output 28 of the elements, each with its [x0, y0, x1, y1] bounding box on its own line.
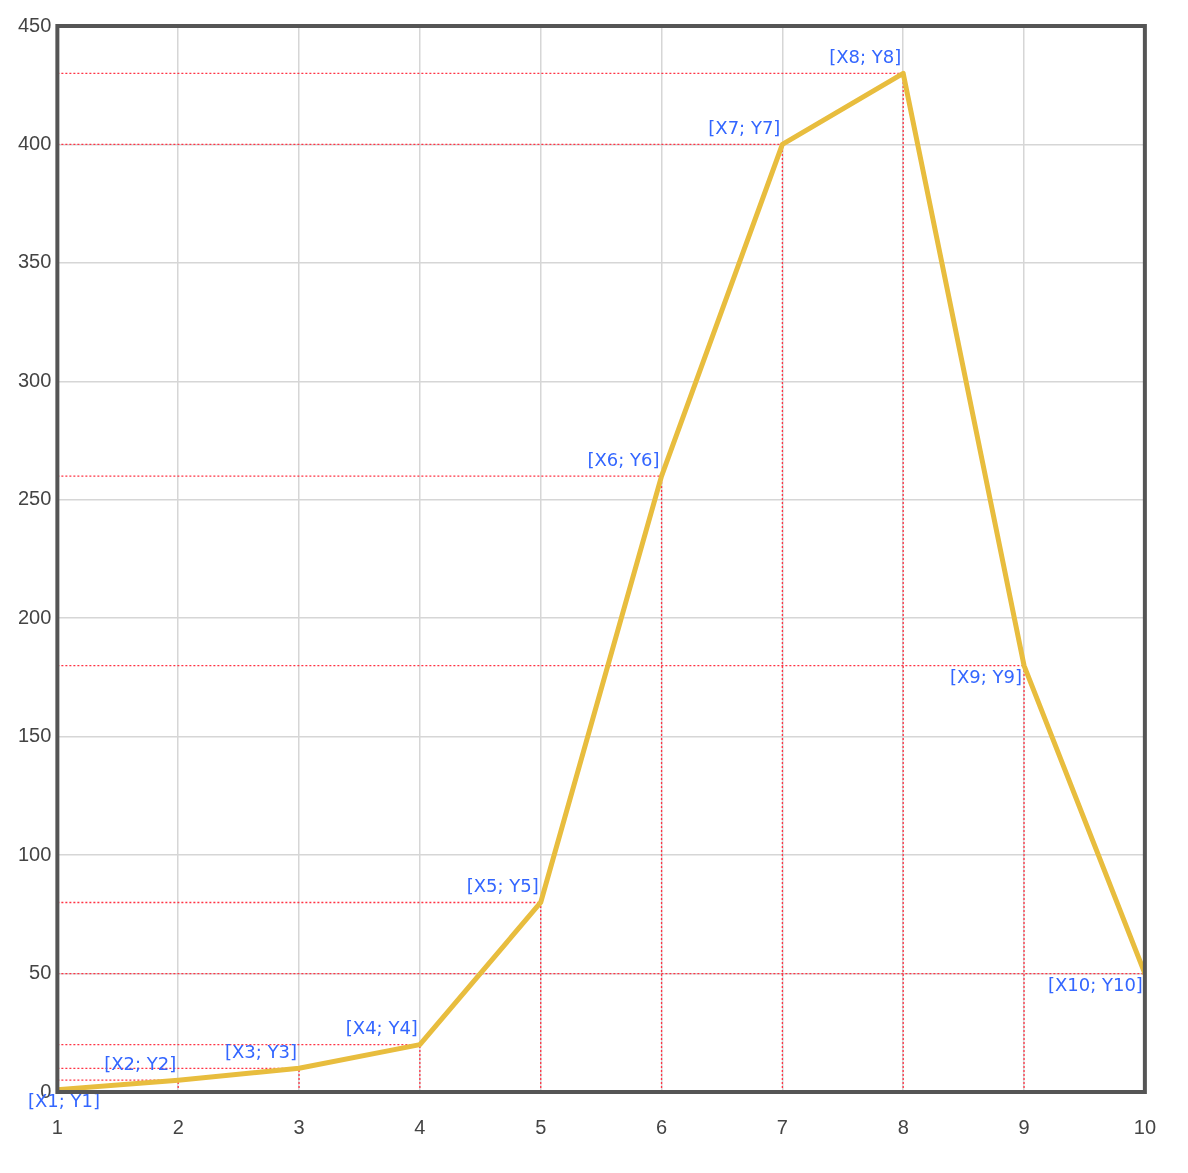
x-tick-label: 6: [655, 1115, 668, 1138]
y-tick-label: 250: [17, 487, 52, 510]
y-tick-label: 150: [17, 724, 52, 747]
x-tick-label: 3: [293, 1115, 305, 1138]
annotation: [X6; Y6]: [587, 448, 660, 470]
annotation: [X5; Y5]: [466, 875, 539, 897]
y-tick-label: 100: [17, 842, 52, 865]
annotation: [X9; Y9]: [949, 666, 1023, 688]
y-tick-label: 450: [17, 13, 52, 36]
y-tick-label: 200: [17, 605, 52, 628]
x-tick-label: 7: [776, 1115, 788, 1138]
y-tick-label: 50: [29, 961, 52, 984]
annotation: [X3; Y3]: [224, 1040, 298, 1062]
x-tick-label: 10: [1133, 1115, 1156, 1138]
y-tick-label: 400: [17, 131, 52, 154]
y-tick-label: 350: [17, 250, 52, 273]
annotation: [X10; Y10]: [1047, 974, 1143, 996]
x-tick-label: 9: [1018, 1115, 1030, 1138]
x-tick-label: 5: [535, 1115, 547, 1138]
x-tick-label: 1: [51, 1115, 63, 1138]
x-tick-label: 4: [414, 1115, 426, 1138]
annotation: [X2; Y2]: [104, 1052, 177, 1074]
annotation: [X4; Y4]: [345, 1017, 418, 1039]
x-tick-label: 2: [172, 1115, 184, 1138]
x-tick-label: 8: [897, 1115, 909, 1138]
annotation: [X8; Y8]: [829, 46, 902, 68]
annotation: [X7; Y7]: [708, 117, 781, 139]
y-tick-label: 300: [17, 368, 52, 391]
